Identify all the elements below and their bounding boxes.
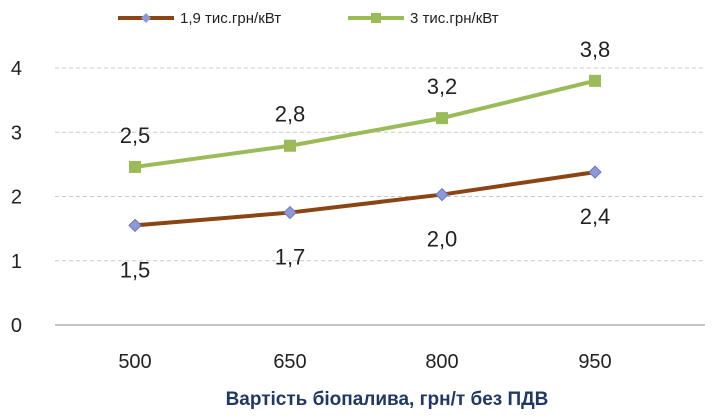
data-point-marker (129, 160, 141, 173)
series-lines (128, 74, 602, 233)
data-point-marker (284, 139, 296, 152)
y-tick-label: 4 (11, 58, 22, 80)
data-point-marker (435, 187, 449, 202)
data-labels: 1,5 1,7 2,0 2,4 2,5 2,8 3,2 3,8 (120, 37, 611, 283)
x-tick-label: 950 (578, 351, 611, 373)
x-tick-label: 800 (425, 351, 458, 373)
data-point-marker (283, 205, 297, 220)
gridlines (55, 67, 705, 326)
data-label: 2,4 (580, 204, 611, 229)
x-axis-ticks: 500 650 800 950 (118, 351, 611, 373)
legend-swatch-marker (371, 13, 381, 23)
x-tick-label: 650 (273, 351, 306, 373)
data-label: 3,2 (427, 74, 458, 99)
legend-entry-label: 1,9 тис.грн/кВт (180, 10, 281, 27)
data-label: 2,8 (275, 102, 306, 127)
data-label: 2,5 (120, 123, 151, 148)
legend-swatch-marker (141, 13, 151, 23)
y-tick-label: 3 (11, 122, 22, 144)
data-point-marker (588, 165, 602, 179)
series-line (134, 170, 596, 228)
series-line (134, 78, 596, 169)
y-tick-label: 2 (11, 187, 22, 209)
x-axis-label: Вартість біопалива, грн/т без ПДВ (226, 389, 549, 410)
data-point-marker (589, 74, 601, 87)
data-label: 1,7 (275, 245, 306, 270)
legend-entry-label: 3 тис.грн/кВт (410, 10, 499, 27)
legend: 1,9 тис.грн/кВт 3 тис.грн/кВт (118, 10, 499, 27)
data-label: 1,5 (120, 257, 151, 282)
x-tick-label: 500 (118, 351, 151, 373)
data-point-marker (436, 112, 448, 125)
data-label: 2,0 (427, 227, 458, 252)
y-tick-label: 1 (11, 251, 22, 273)
y-tick-label: 0 (11, 315, 22, 337)
data-label: 3,8 (580, 37, 611, 62)
y-axis-ticks: 0 1 2 3 4 (11, 58, 22, 337)
data-point-marker (128, 218, 142, 233)
